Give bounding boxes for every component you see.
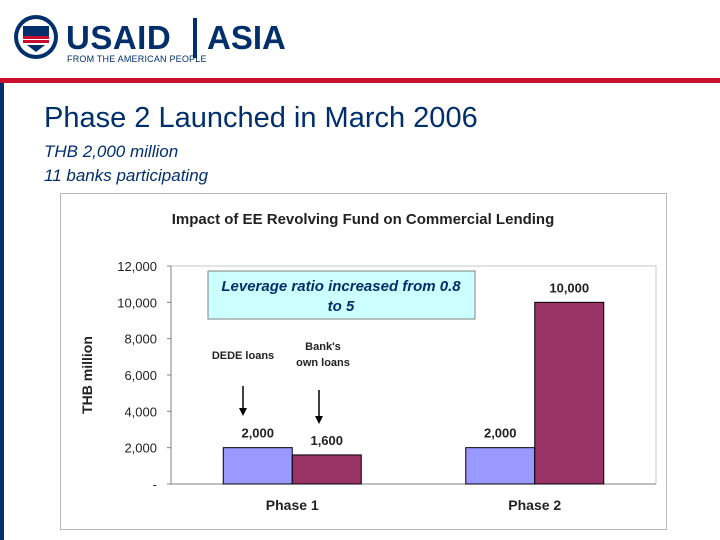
y-tick-label: 8,000 (124, 332, 157, 347)
data-label: 1,600 (310, 433, 343, 448)
data-label: 2,000 (484, 426, 517, 441)
annotation-arrow-head (315, 416, 323, 424)
y-tick-label: 12,000 (117, 259, 157, 274)
bar-dede-1 (222, 447, 293, 485)
subtitle-line: 11 banks participating (44, 166, 209, 185)
slide-subtitle: THB 2,000 million 11 banks participating (44, 140, 208, 188)
header-divider (0, 78, 720, 83)
x-tick-label: Phase 2 (508, 497, 561, 513)
y-axis-label: THB million (79, 336, 95, 414)
subtitle-line: THB 2,000 million (44, 142, 179, 161)
annotation-label: Bank's (305, 341, 341, 353)
y-tick-label: 10,000 (117, 295, 157, 310)
annotation-label: own loans (296, 357, 350, 369)
y-tick-label: 2,000 (124, 441, 157, 456)
left-accent-bar (0, 83, 4, 540)
usaid-seal-icon (14, 15, 58, 59)
y-tick-label: - (153, 477, 157, 492)
data-label: 10,000 (549, 280, 589, 295)
bar-bank-2 (534, 301, 605, 485)
bar-chart: Impact of EE Revolving Fund on Commercia… (79, 211, 657, 513)
callout-text: to 5 (328, 298, 355, 315)
callout-box (207, 270, 476, 320)
logo-divider (193, 18, 197, 58)
data-label: 2,000 (241, 426, 274, 441)
x-tick-label: Phase 1 (266, 497, 319, 513)
chart-title: Impact of EE Revolving Fund on Commercia… (172, 211, 555, 228)
logo-region: ASIA (207, 19, 286, 56)
logo-tagline: FROM THE AMERICAN PEOPLE (67, 54, 207, 64)
slide-title: Phase 2 Launched in March 2006 (44, 102, 478, 134)
bar-dede-2 (465, 447, 536, 485)
bar-bank-1 (291, 454, 362, 485)
y-tick-label: 6,000 (124, 368, 157, 383)
header: USAID ASIA FROM THE AMERICAN PEOPLE (0, 0, 720, 80)
annotation-label: DEDE loans (212, 350, 274, 362)
annotation-arrow-head (239, 408, 247, 416)
chart-frame: Impact of EE Revolving Fund on Commercia… (60, 193, 667, 530)
logo-text: USAID (66, 19, 172, 56)
callout-text: Leverage ratio increased from 0.8 (221, 278, 461, 295)
y-tick-label: 4,000 (124, 404, 157, 419)
